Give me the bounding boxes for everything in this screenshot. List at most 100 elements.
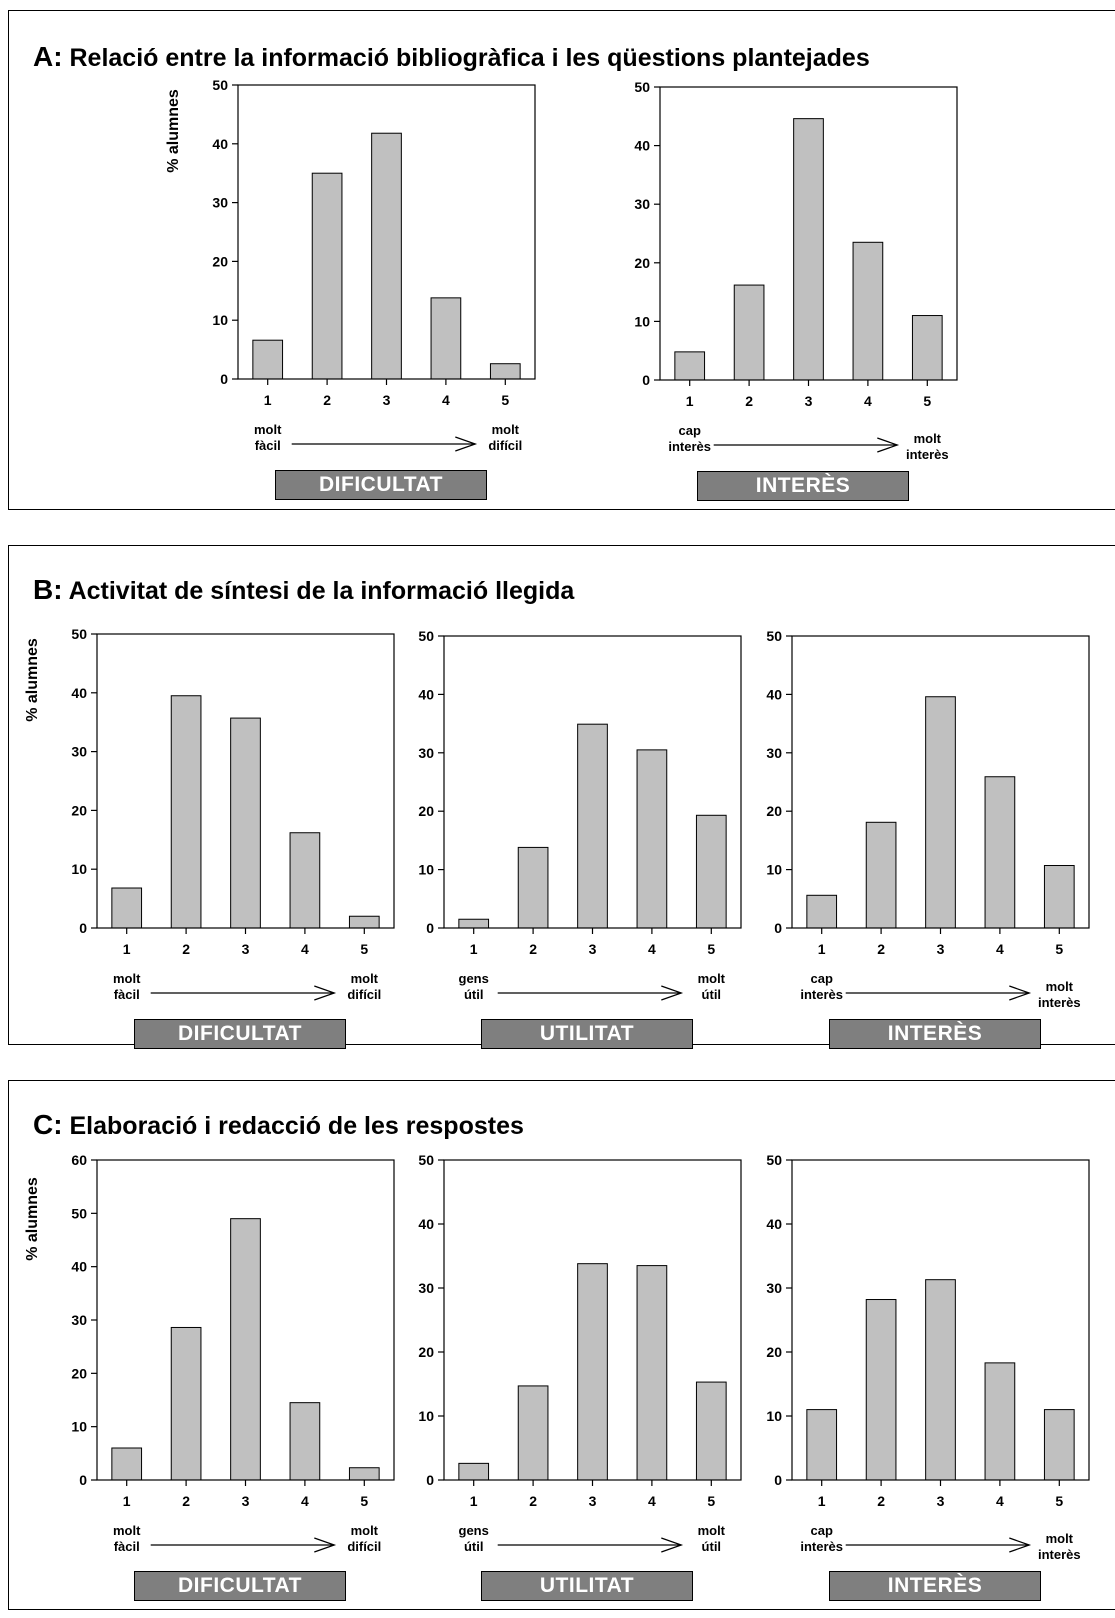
panel-a-chart-2-ytick-label-50: 50 xyxy=(634,79,650,95)
panel-c-chart-1-xtick-label-1: 1 xyxy=(123,1493,131,1509)
panel-a-chart-1-bar-3 xyxy=(371,132,402,380)
panel-c-chart-1-bar-4 xyxy=(289,1402,321,1481)
panel-b-chart-3-scale-arrow-head xyxy=(1009,985,1032,1001)
panel-a-chart-2-bar-2 xyxy=(733,284,765,381)
panel-c-chart-1-scale-left-line-2: fàcil xyxy=(114,1539,140,1554)
panel-c-chart-3-bar-4 xyxy=(984,1362,1016,1481)
panel-a-chart-1-scale-left-line-2: fàcil xyxy=(255,438,281,453)
panel-c-chart-2-xtick-label-3: 3 xyxy=(589,1493,597,1509)
panel-b-chart-2-xtick-label-4: 4 xyxy=(648,941,656,957)
panel-a-chart-2-scale-arrow-head xyxy=(877,437,900,453)
panel-b-chart-2-bar-5 xyxy=(695,814,727,929)
panel-b-chart-1-ytick-label-50: 50 xyxy=(71,626,87,642)
panel-c-chart-1-bar-3 xyxy=(230,1218,261,1481)
panel-a-chart-2-xtick-label-3: 3 xyxy=(805,393,813,409)
panel-a-chart-2-scale-left-line-1: cap xyxy=(678,423,700,438)
panel-b-chart-1-ytick-label-0: 0 xyxy=(79,920,87,936)
panel-c-chart-3-xtick-label-2: 2 xyxy=(877,1493,885,1509)
panel-b-chart-3-bar-5 xyxy=(1043,865,1075,929)
panel-b-chart-2-scale-arrow-head xyxy=(661,985,684,1001)
panel-c-chart-3-category-label: INTERÈS xyxy=(829,1571,1041,1601)
panel-b-chart-2-ytick-label-10: 10 xyxy=(418,862,434,878)
panel-a: A: Relació entre la informació bibliogrà… xyxy=(8,10,1115,510)
panel-b-title-text: Activitat de síntesi de la informació ll… xyxy=(68,577,575,605)
panel-b-chart-2-xtick-label-5: 5 xyxy=(707,941,715,957)
panel-c-chart-3-xtick-label-1: 1 xyxy=(818,1493,826,1509)
panel-b-chart-3-bar-1 xyxy=(806,894,838,929)
panel-a-chart-1-bar-2 xyxy=(311,172,343,380)
panel-b-chart-1-bar-4 xyxy=(289,832,321,929)
panel-b-chart-2-xtick-label-2: 2 xyxy=(529,941,537,957)
panel-b-chart-3: 0 10 20 30 40 50 1 2 3 4 5 cap interès molt interès xyxy=(766,628,1090,1010)
panel-b-chart-2-bar-4 xyxy=(636,749,668,929)
panel-c-chart-2-bar-4 xyxy=(636,1265,668,1481)
panel-a-chart-1-xtick-label-1: 1 xyxy=(264,392,272,408)
panel-a-chart-2-category-label: INTERÈS xyxy=(697,471,909,501)
panel-a-chart-1-ytick-label-0: 0 xyxy=(220,371,228,387)
panel-a-chart-1-ytick-label-50: 50 xyxy=(212,77,228,93)
panel-a-chart-2-ytick-label-30: 30 xyxy=(634,196,650,212)
panel-b-chart-2-bar-3 xyxy=(577,723,608,929)
panel-c-chart-2-bar-1 xyxy=(458,1462,490,1481)
panel-c-chart-3-scale-left-line-1: cap xyxy=(810,1523,832,1538)
panel-c-chart-2-scale-right-line-1: molt xyxy=(698,1523,726,1538)
panel-b-chart-2-category-label: UTILITAT xyxy=(481,1019,693,1049)
panel-c-chart-2-bar-5 xyxy=(695,1381,727,1481)
panel-b-chart-3-ytick-label-50: 50 xyxy=(766,628,782,644)
panel-c-chart-3-xtick-label-3: 3 xyxy=(937,1493,945,1509)
panel-c-chart-1-bar-5 xyxy=(348,1467,380,1481)
panel-c-chart-2-ytick-label-50: 50 xyxy=(418,1152,434,1168)
panel-c-chart-1-xtick-label-2: 2 xyxy=(182,1493,190,1509)
panel-c-chart-1-ytick-label-50: 50 xyxy=(71,1205,87,1221)
panel-c-chart-2-scale-left-line-2: útil xyxy=(464,1539,484,1554)
panel-c-chart-3-ytick-label-0: 0 xyxy=(774,1472,782,1488)
panel-b-chart-3-xtick-label-2: 2 xyxy=(877,941,885,957)
panel-b-chart-1: 0 10 20 30 40 50 1 2 3 4 5 molt fàcil molt difícil xyxy=(71,626,395,1002)
panel-c-chart-2-ytick-label-20: 20 xyxy=(418,1344,434,1360)
panel-c-chart-2-scale-arrow-head xyxy=(661,1537,684,1553)
panel-b-chart-1-ylabel: % alumnes xyxy=(24,638,41,722)
panel-b-title: B: Activitat de síntesi de la informació… xyxy=(33,574,574,606)
panel-a-chart-2-ytick-label-0: 0 xyxy=(642,372,650,388)
panel-b-chart-2-ytick-label-0: 0 xyxy=(426,920,434,936)
panel-a-title-text: Relació entre la informació bibliogràfic… xyxy=(69,44,870,72)
panel-c-chart-2-xtick-label-5: 5 xyxy=(707,1493,715,1509)
panel-a-chart-1-ylabel: % alumnes xyxy=(165,89,182,173)
panel-c-chart-1-xtick-label-4: 4 xyxy=(301,1493,309,1509)
panel-c-chart-2-category-label: UTILITAT xyxy=(481,1571,693,1601)
panel-a-chart-1-bar-4 xyxy=(430,297,462,380)
panel-c-chart-2-ytick-label-10: 10 xyxy=(418,1408,434,1424)
panel-c-letter: C: xyxy=(33,1109,63,1140)
panel-a-chart-2-ytick-label-10: 10 xyxy=(634,313,650,329)
panel-a-chart-2-xtick-label-2: 2 xyxy=(745,393,753,409)
panel-c-chart-3-xtick-label-5: 5 xyxy=(1055,1493,1063,1509)
panel-b-chart-1-category-label: DIFICULTAT xyxy=(134,1019,346,1049)
panel-c-chart-1-ytick-label-40: 40 xyxy=(71,1259,87,1275)
panel-c-chart-1-scale-arrow-head xyxy=(314,1537,337,1553)
panel-b-chart-3-bar-3 xyxy=(925,696,956,929)
panel-a-chart-2-scale-right-line-2: interès xyxy=(906,447,949,462)
panel-b-chart-3-ytick-label-30: 30 xyxy=(766,745,782,761)
panel-b-chart-1-xtick-label-4: 4 xyxy=(301,941,309,957)
panel-b-chart-2-bar-2 xyxy=(517,846,549,929)
panel-c-chart-2-bar-2 xyxy=(517,1385,549,1481)
panel-b-chart-3-scale-right-line-1: molt xyxy=(1046,979,1074,994)
panel-c-chart-1-ytick-label-20: 20 xyxy=(71,1365,87,1381)
panel-c-chart-1-ytick-label-60: 60 xyxy=(71,1152,87,1168)
panel-c-chart-3-ytick-label-20: 20 xyxy=(766,1344,782,1360)
panel-b-chart-1-bar-5 xyxy=(348,915,380,929)
panel-c-chart-1-scale-right-line-1: molt xyxy=(351,1523,379,1538)
panel-b-chart-1-bar-2 xyxy=(170,695,202,929)
panel-c-chart-1-xtick-label-3: 3 xyxy=(242,1493,250,1509)
panel-b-chart-1-xtick-label-5: 5 xyxy=(360,941,368,957)
panel-a-chart-1-xtick-label-4: 4 xyxy=(442,392,450,408)
panel-a-chart-1-xtick-label-5: 5 xyxy=(501,392,509,408)
panel-a-chart-1-ytick-label-40: 40 xyxy=(212,136,228,152)
